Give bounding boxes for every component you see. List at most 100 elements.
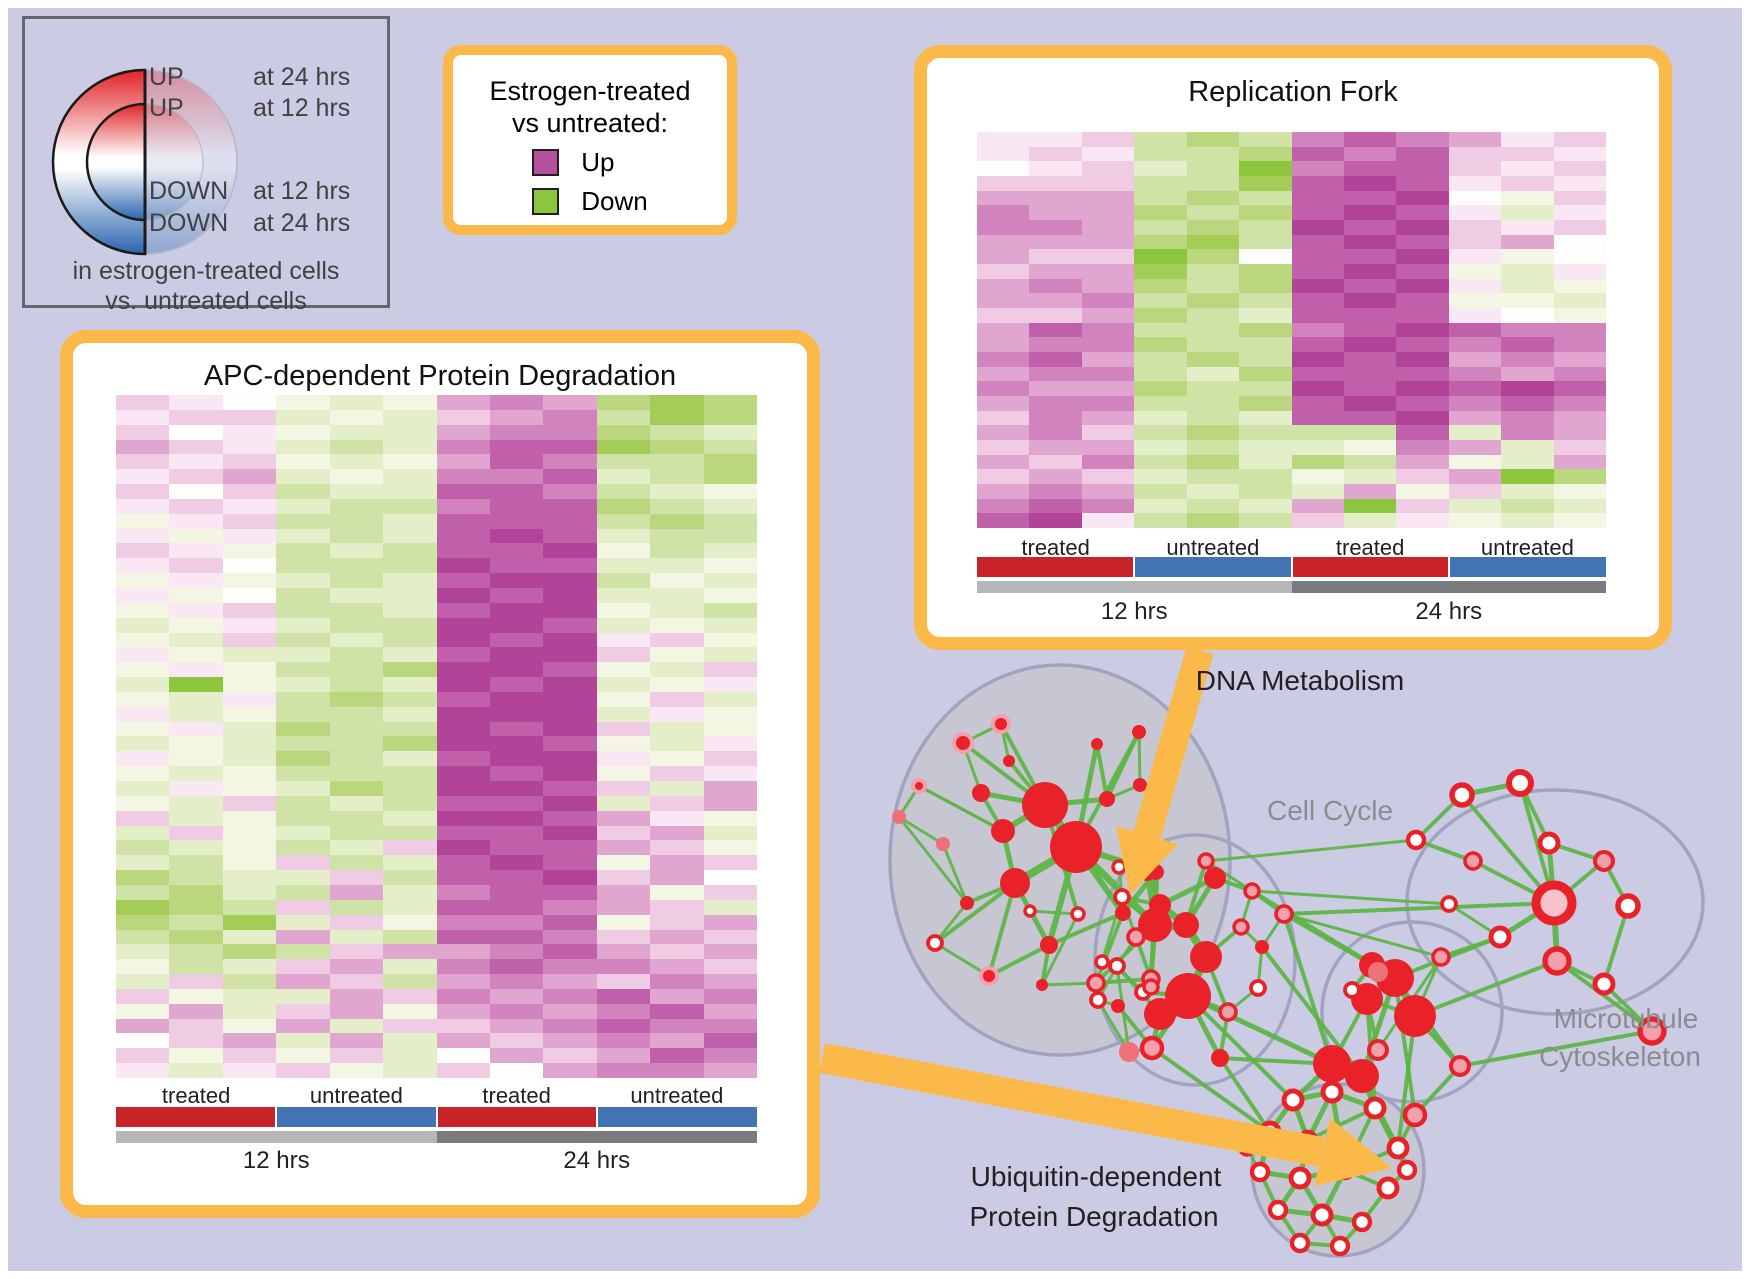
- heatmap-cell: [1501, 381, 1554, 396]
- heatmap-cell: [1501, 205, 1554, 220]
- heatmap-cell: [977, 337, 1030, 352]
- heatmap-cell: [1501, 454, 1554, 470]
- heatmap-cell: [1553, 484, 1606, 499]
- heatmap-cell: [1029, 366, 1082, 382]
- heatmap-cell: [1343, 396, 1397, 411]
- heatmap-cell: [489, 662, 544, 678]
- heatmap-cell: [977, 410, 1030, 426]
- heatmap-cell: [116, 899, 170, 915]
- heatmap-cell: [276, 677, 330, 692]
- heatmap-cell: [1291, 440, 1344, 455]
- heatmap-cell: [596, 528, 651, 544]
- heatmap-cell: [489, 469, 544, 485]
- heatmap-cell: [596, 617, 651, 633]
- heatmap-cell: [1186, 410, 1240, 426]
- heatmap-cell: [977, 132, 1030, 147]
- heatmap-cell: [489, 409, 544, 425]
- time-label: 24 hrs: [563, 1147, 631, 1174]
- heatmap-cell: [436, 558, 490, 574]
- heatmap-cell: [1343, 366, 1397, 382]
- heatmap-cell: [489, 825, 544, 841]
- heatmap-cell: [329, 884, 384, 900]
- heatmap-cell: [596, 766, 651, 782]
- heatmap-cell: [489, 810, 544, 826]
- heatmap-cell: [1553, 469, 1606, 484]
- heatmap-cell: [1396, 293, 1449, 308]
- heatmap-cell: [1239, 146, 1292, 162]
- heatmap-cell: [116, 736, 170, 752]
- heatmap-cell: [1553, 234, 1606, 250]
- heatmap-cell: [1134, 337, 1187, 352]
- heatmap-cell: [1134, 220, 1187, 235]
- heatmap-cell: [1396, 337, 1449, 352]
- heatmap-cell: [276, 736, 330, 752]
- heatmap-cell: [116, 751, 170, 767]
- panel-title: Replication Fork: [1188, 76, 1398, 108]
- heatmap-cell: [596, 395, 651, 410]
- heatmap-cell: [489, 870, 544, 885]
- heatmap-cell: [116, 484, 170, 499]
- heatmap-cell: [1029, 264, 1082, 279]
- time-label: 12 hrs: [1100, 598, 1168, 625]
- heatmap-cell: [977, 381, 1030, 396]
- heatmap-cell: [703, 543, 757, 559]
- heatmap-cell: [1448, 484, 1502, 499]
- heatmap-cell: [329, 498, 384, 514]
- heatmap-cell: [543, 1018, 597, 1034]
- heatmap-cell: [1501, 234, 1554, 250]
- heatmap-cell: [1029, 322, 1082, 338]
- heatmap-cell: [276, 974, 330, 989]
- heatmap-cell: [436, 662, 490, 678]
- heatmap-cell: [596, 870, 651, 885]
- heatmap-cell: [650, 1048, 704, 1064]
- heatmap-cell: [1029, 513, 1082, 528]
- heatmap-cell: [383, 513, 437, 529]
- heatmap-cell: [1553, 425, 1606, 440]
- heatmap-cell: [1501, 249, 1554, 264]
- heatmap-cell: [1291, 249, 1344, 264]
- heatmap-cell: [169, 454, 223, 470]
- heatmap-cell: [329, 395, 384, 410]
- heatmap-cell: [383, 914, 437, 930]
- heatmap-cell: [1239, 161, 1292, 176]
- heatmap-cell: [543, 662, 597, 678]
- heatmap-cell: [489, 781, 544, 796]
- heatmap-cell: [703, 528, 757, 544]
- heatmap-cell: [1081, 425, 1135, 440]
- heatmap-cell: [436, 825, 490, 841]
- heatmap-cell: [1291, 308, 1344, 323]
- heatmap-cell: [1081, 278, 1135, 294]
- heatmap-cell: [489, 1048, 544, 1064]
- heatmap-cell: [222, 498, 277, 514]
- heatmap-cell: [276, 810, 330, 826]
- heatmap-cell: [1396, 220, 1449, 235]
- heatmap-cell: [489, 395, 544, 410]
- heatmap-cell: [543, 647, 597, 663]
- heatmap-cell: [169, 543, 223, 559]
- heatmap-cell: [383, 899, 437, 915]
- heatmap-cell: [436, 632, 490, 648]
- heatmap-cell: [169, 424, 223, 440]
- heatmap-cell: [650, 810, 704, 826]
- heatmap-cell: [1239, 190, 1292, 206]
- replication-fork-panel: Replication Fork treated untreated treat…: [914, 45, 1672, 650]
- heatmap-cell: [276, 558, 330, 574]
- heatmap-cell: [1501, 425, 1554, 440]
- heatmap-cell: [1291, 366, 1344, 382]
- heatmap-cell: [703, 1018, 757, 1034]
- heatmap-cell: [116, 647, 170, 663]
- heatmap-cell: [596, 543, 651, 559]
- heatmap-cell: [1501, 278, 1554, 294]
- heatmap-cell: [116, 677, 170, 692]
- heatmap-cell: [543, 1003, 597, 1019]
- heatmap-cell: [116, 469, 170, 485]
- heatmap-cell: [222, 632, 277, 648]
- heatmap-cell: [276, 484, 330, 499]
- inner-circle-left-half: [85, 102, 147, 222]
- heatmap-cell: [436, 974, 490, 989]
- heatmap-cell: [596, 736, 651, 752]
- heatmap-cell: [222, 736, 277, 752]
- heatmap-cell: [543, 706, 597, 722]
- heatmap-cell: [1186, 293, 1240, 308]
- heatmap-cell: [1029, 410, 1082, 426]
